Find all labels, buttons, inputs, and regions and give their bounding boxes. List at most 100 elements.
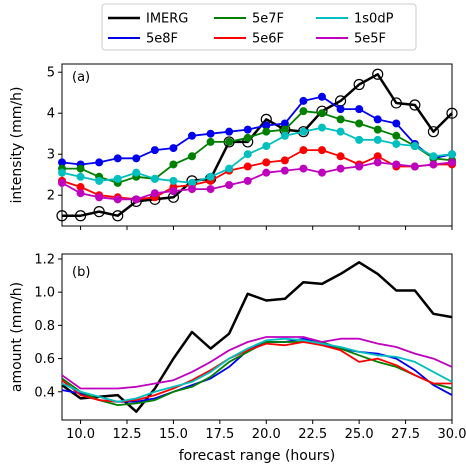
panel--b--ytick-label: 0.6 (34, 352, 55, 367)
panel--a--point-imerg (297, 126, 310, 138)
panel--a--point-5e6f (318, 146, 326, 155)
panel--a--point-imerg (74, 210, 87, 222)
panel--a--point-5e8f (392, 119, 401, 128)
panel--a--series-imerg-line (62, 73, 453, 217)
panel-b-frame (61, 253, 453, 421)
panel--a--point-5e7f (243, 133, 252, 142)
panel--a--point-5e7f (262, 127, 271, 136)
panel--a--point-imerg (112, 210, 124, 222)
legend-entry-5e6f: 5e6F (214, 32, 284, 47)
panel-b-label: (b) (72, 265, 90, 280)
panel--a--point-5e8f (113, 154, 122, 163)
panel--a--series-5e6f-line (61, 149, 452, 201)
panel--a--point-5e6f (76, 183, 85, 192)
panel--a--series-5e7f-line (62, 110, 453, 184)
panel--a--point-5e5f (150, 189, 159, 198)
panel--a--point-5e8f (225, 127, 234, 136)
legend: IMERG 5e8F 5e7F 5e6F 1s0dP 5e5F (101, 3, 417, 51)
panel--a--point-5e5f (95, 193, 104, 202)
panel--a--point-5e5f (262, 168, 271, 177)
panel--a--point-5e8f (58, 158, 66, 167)
panel--a--point-1s0dp (150, 174, 159, 183)
panel--a--point-1s0dp (206, 172, 215, 181)
panel--a--point-5e7f (355, 119, 364, 128)
panel--a--point-5e8f (206, 129, 215, 138)
panel--a--point-5e7f (392, 131, 401, 140)
xtick-label: 10.0 (66, 427, 95, 442)
panel--a--point-imerg (427, 126, 440, 138)
panel--a--point-5e7f (299, 107, 308, 116)
panel--a--point-5e5f (113, 195, 122, 204)
panel--a--ytick-label: 5 (47, 66, 55, 81)
panel--a--point-1s0dp (169, 176, 178, 185)
panel--a--point-5e8f (336, 105, 345, 114)
legend-label-5e8f: 5e8F (146, 32, 178, 47)
panel--b--series-5e5f-line (61, 336, 453, 390)
panel--a--point-5e7f (206, 137, 215, 146)
panel--a--point-5e7f (188, 152, 196, 161)
panel--b--ytick-label: 0.4 (34, 385, 55, 400)
panel--a--point-1s0dp (76, 172, 85, 181)
panel--a--point-5e6f (243, 162, 252, 171)
panel--a--point-5e5f (76, 189, 85, 198)
panel--a--point-1s0dp (58, 168, 66, 177)
panel--a--point-1s0dp (299, 127, 308, 136)
panel--a--point-5e7f (169, 160, 178, 169)
panel--a--point-imerg (372, 68, 384, 80)
panel--b--ytick-label: 1.0 (34, 286, 55, 301)
xtick-label: 30.0 (438, 427, 466, 442)
panel--a--point-5e5f (280, 166, 289, 175)
legend-entry-imerg: IMERG (108, 12, 188, 27)
panel--a--point-1s0dp (392, 139, 401, 148)
panel--b--series-1s0dp-line (61, 337, 453, 403)
legend-label-imerg: IMERG (146, 12, 188, 27)
panel--a--point-5e5f (299, 164, 308, 173)
panel--a--point-1s0dp (318, 123, 326, 132)
panel--a--point-5e5f (336, 164, 345, 173)
panel--a--point-5e5f (429, 160, 438, 169)
panel--a--point-5e8f (373, 115, 382, 124)
panel--a--point-5e5f (410, 162, 419, 171)
panel-b-ylabel: amount (mm/h) (9, 282, 25, 392)
legend-entry-1s0dp: 1s0dP (316, 12, 394, 27)
panel--a--point-5e8f (280, 119, 289, 128)
panel--a--point-5e8f (150, 146, 159, 155)
panel--a--point-imerg (93, 206, 105, 218)
legend-label-1s0dp: 1s0dP (354, 12, 394, 27)
panel--a--point-5e8f (299, 96, 308, 105)
panel--a--point-5e8f (188, 131, 196, 140)
panel--a--point-5e8f (262, 121, 271, 130)
xtick-label: 15.0 (159, 427, 188, 442)
panel--a--point-5e5f (355, 162, 364, 171)
panel--a--point-1s0dp (262, 142, 271, 151)
panel--a--point-5e8f (243, 125, 252, 134)
panel--a--point-5e6f (280, 156, 289, 165)
panel--a--ytick-label: 3 (47, 148, 55, 163)
panel--a--point-1s0dp (355, 135, 364, 144)
xtick-label: 12.5 (113, 427, 142, 442)
panel-a: (a) intensity (mm/h) 2 3 4 5 (9, 63, 458, 230)
panel--a--point-1s0dp (95, 176, 104, 185)
panel--a--point-5e7f (336, 115, 345, 124)
panel--a--point-5e8f (318, 92, 326, 101)
panel--a--point-5e5f (58, 178, 66, 187)
xtick-label: 25.0 (345, 427, 374, 442)
panel--a--point-5e6f (262, 158, 271, 167)
panel--a--point-5e6f (373, 152, 382, 161)
panel--a--ytick-label: 2 (47, 189, 55, 204)
panel--a--point-5e7f (225, 137, 234, 146)
panel--a--point-5e8f (169, 144, 178, 153)
panel--a--point-imerg (409, 99, 421, 111)
panel--a--series-5e8f-line (61, 95, 453, 166)
panel--a--point-5e5f (206, 185, 215, 194)
panel--a--point-5e5f (243, 176, 252, 185)
panel--a--point-1s0dp (448, 150, 456, 159)
panel--a--point-5e5f (132, 195, 141, 204)
panel--a--point-5e6f (299, 146, 308, 155)
xtick-label: 27.5 (391, 427, 420, 442)
legend-entry-5e5f: 5e5F (316, 32, 386, 47)
panel--a--point-1s0dp (429, 152, 438, 161)
panel-b: (b) amount (mm/h) 0.4 0.6 0.8 1.0 1.2 10.0 12.… (9, 252, 466, 442)
legend-label-5e6f: 5e6F (252, 32, 284, 47)
